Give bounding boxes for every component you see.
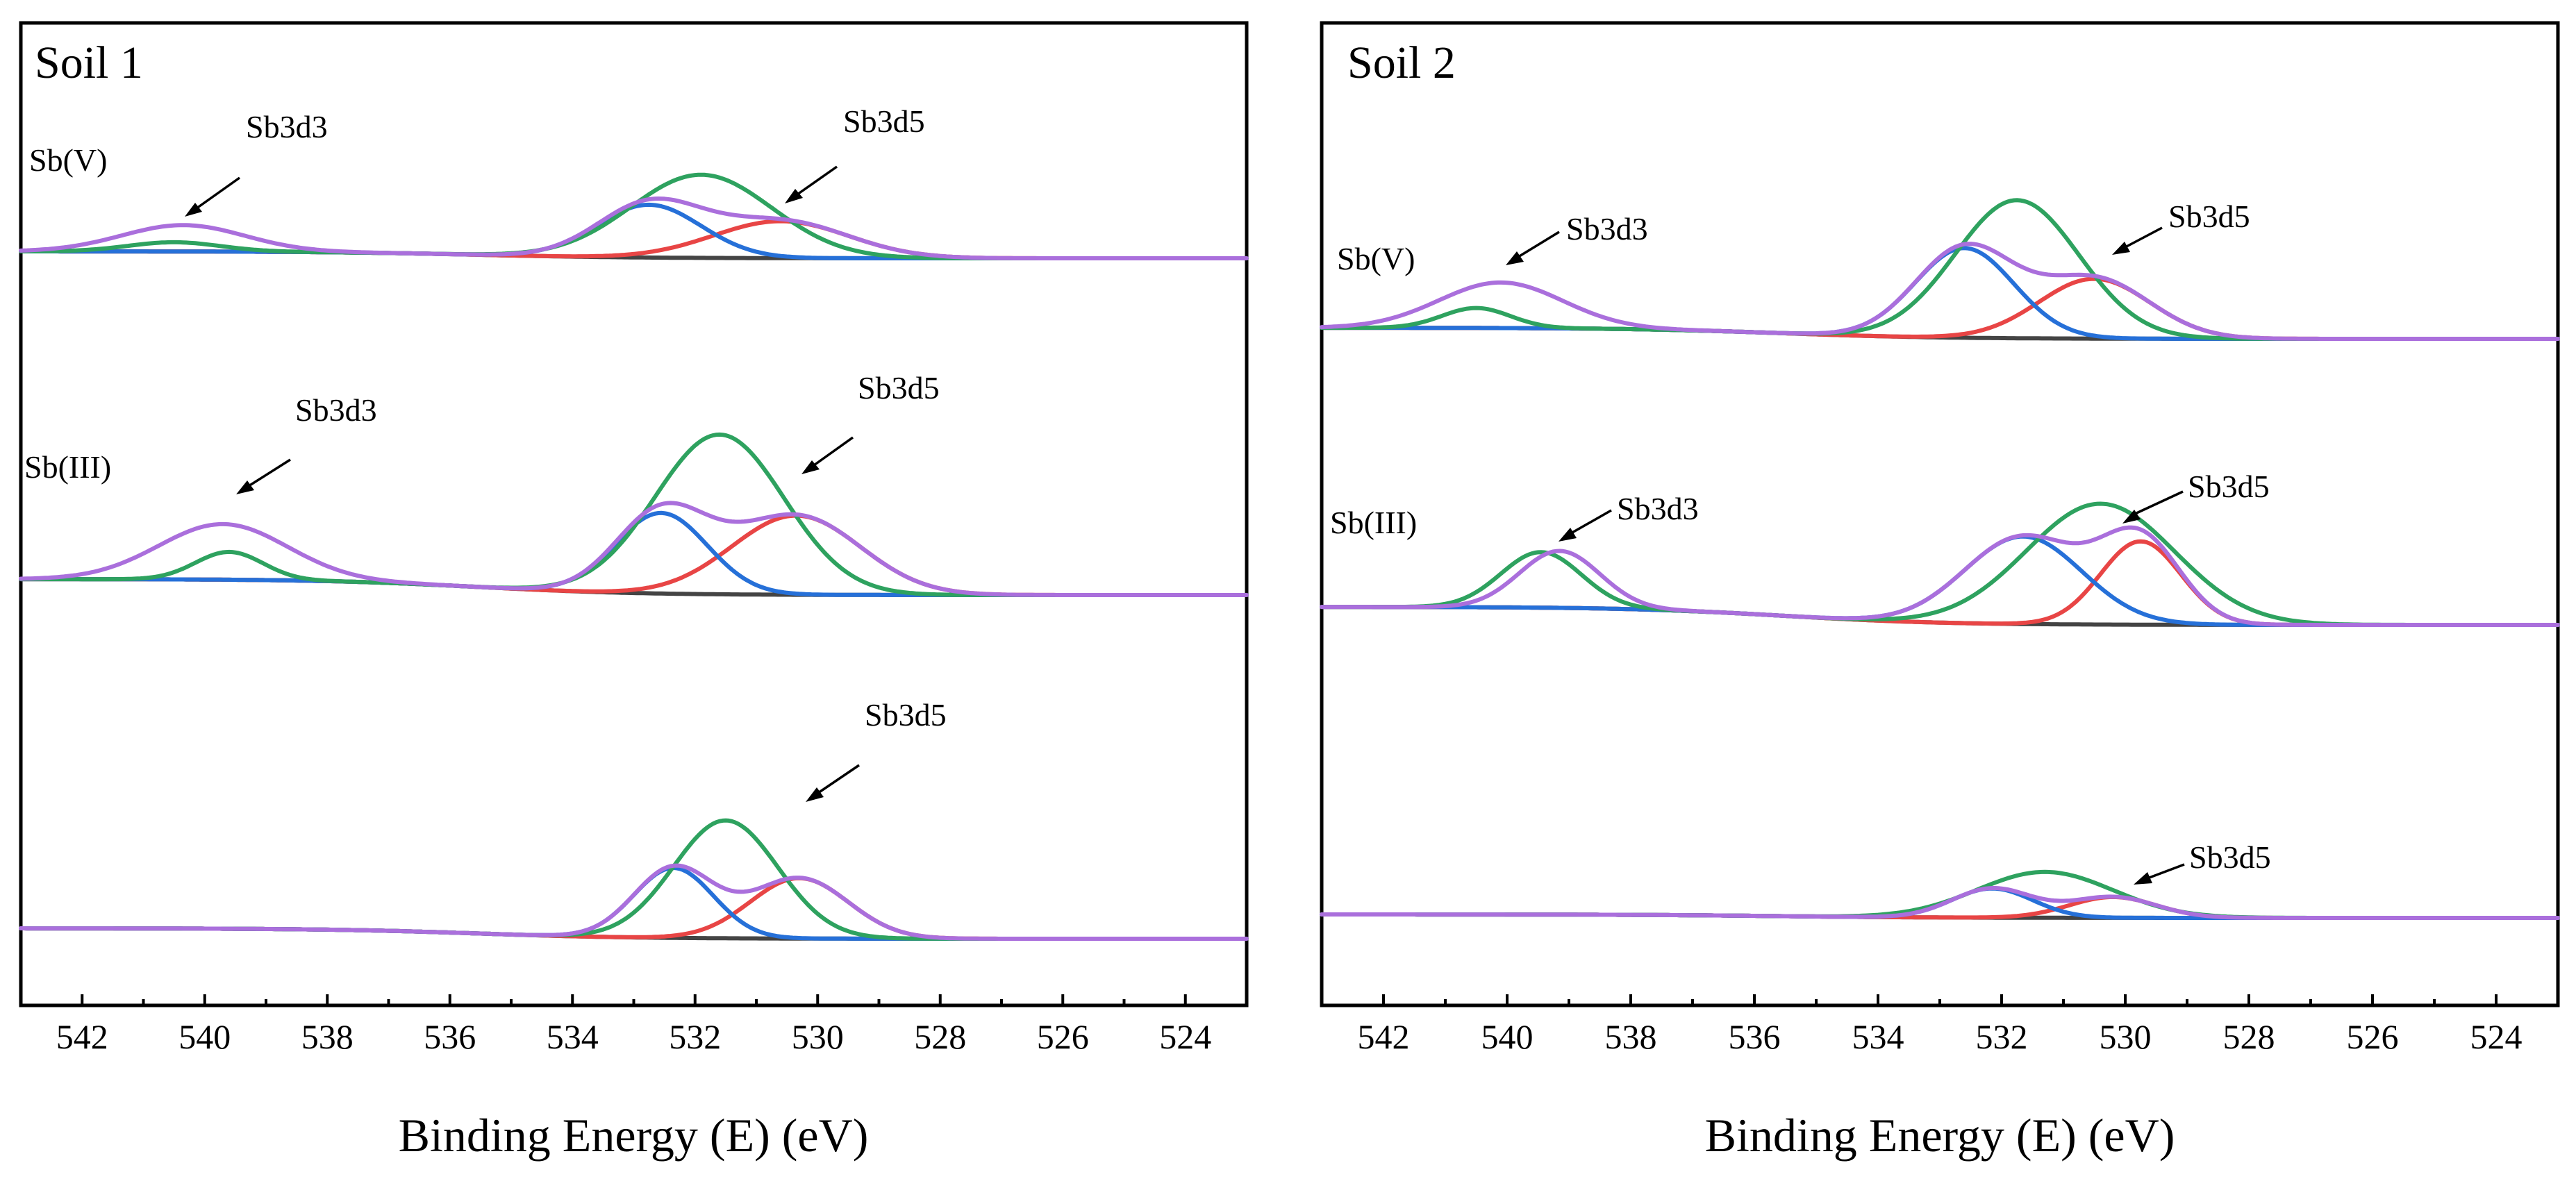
plot-frame: [1320, 21, 2560, 1007]
series-line-blue: [19, 202, 1249, 260]
annotation-arrow: [2125, 226, 2163, 249]
spectra: [1320, 198, 2560, 920]
spectra: [19, 172, 1249, 941]
x-tick-label: 538: [1605, 1017, 1657, 1056]
plot-frame: [19, 21, 1249, 1007]
x-tick-label: 532: [669, 1017, 721, 1056]
x-tick-label: 526: [2347, 1017, 2399, 1056]
series-line-purple: [1320, 242, 2560, 341]
x-tick-label: 526: [1037, 1017, 1089, 1056]
x-axis-label: Binding Energy (E) (eV): [1705, 1109, 2175, 1162]
x-tick-label: 534: [547, 1017, 599, 1056]
arrowhead: [236, 480, 254, 494]
annotation-arrow: [1518, 231, 1560, 258]
x-tick-label: 540: [1481, 1017, 1534, 1056]
annotation-label: Sb3d5: [843, 103, 925, 139]
annotation-arrow: [248, 458, 291, 487]
annotation-arrow: [796, 165, 838, 196]
x-tick-label: 542: [1358, 1017, 1410, 1056]
row-label: Sb(III): [1330, 505, 1417, 540]
annotation-label: Sb3d3: [246, 109, 328, 144]
tick-marks: 542 540 538 536 534 532 530 528 526 524: [1320, 994, 2559, 1056]
arrowhead: [1506, 251, 1524, 265]
series-line-purple: [1320, 525, 2560, 627]
row-label: Sb(III): [24, 449, 111, 485]
x-tick-label: 530: [792, 1017, 844, 1056]
series-line-green: [19, 172, 1249, 260]
arrowhead: [1559, 528, 1577, 542]
annotation-label: Sb3d5: [865, 697, 947, 733]
annotation-arrow: [2134, 490, 2184, 515]
row-label: Sb(V): [1337, 241, 1415, 276]
x-tick-label: 536: [424, 1017, 476, 1056]
series-line-green: [19, 432, 1249, 597]
x-tick-label: 524: [2470, 1017, 2523, 1056]
arrowhead: [2112, 242, 2130, 255]
series-line-purple: [19, 196, 1249, 260]
panel-title: Soil 1: [35, 37, 143, 88]
annotation-label: Sb3d5: [2189, 839, 2271, 875]
series-line-purple: [19, 501, 1249, 597]
panel-soil-2: Soil 2 542 540 538 536 534 532 530 528 526 524 Sb…: [1320, 21, 2560, 1162]
x-tick-label: 542: [56, 1017, 108, 1056]
series-line-purple: [19, 863, 1249, 941]
annotation-label: Sb3d5: [858, 370, 940, 405]
annotation-label: Sb3d3: [1566, 211, 1648, 246]
x-tick-label: 530: [2100, 1017, 2152, 1056]
x-tick-label: 528: [914, 1017, 966, 1056]
annotation-label: Sb3d5: [2188, 469, 2270, 504]
annotation-arrow: [817, 764, 860, 794]
annotation-arrow: [195, 176, 241, 210]
x-tick-label: 524: [1159, 1017, 1211, 1056]
x-tick-label: 538: [301, 1017, 354, 1056]
arrowhead: [801, 460, 820, 474]
x-axis-label: Binding Energy (E) (eV): [399, 1109, 869, 1162]
arrowhead: [2134, 872, 2152, 885]
series-line-green: [1320, 869, 2560, 920]
arrowhead: [785, 189, 803, 203]
arrowhead: [185, 203, 202, 217]
series-line-purple: [1320, 886, 2560, 920]
x-tick-label: 532: [1976, 1017, 2028, 1056]
series-line-green: [19, 818, 1249, 941]
annotation-label: Sb3d5: [2168, 199, 2250, 234]
x-tick-label: 528: [2223, 1017, 2275, 1056]
series-line-blue: [1320, 246, 2560, 341]
annotation-label: Sb3d3: [295, 392, 377, 428]
x-tick-label: 536: [1729, 1017, 1781, 1056]
series-line-green: [1320, 198, 2560, 341]
annotation-arrow: [2147, 863, 2185, 880]
annotation-arrow: [1570, 509, 1612, 535]
annotation-arrow: [813, 436, 854, 467]
tick-marks: 542 540 538 536 534 532 530 528 526 524: [19, 994, 1248, 1056]
arrowhead: [2122, 510, 2141, 524]
row-label: Sb(V): [29, 142, 107, 178]
x-tick-label: 534: [1852, 1017, 1904, 1056]
annotation-label: Sb3d3: [1617, 491, 1699, 526]
panel-soil-1: Soil 1 542 540 538 536 534 532 530 528 526 524 Sb…: [19, 21, 1249, 1162]
arrowhead: [806, 787, 824, 802]
x-tick-label: 540: [178, 1017, 231, 1056]
panel-title: Soil 2: [1347, 37, 1456, 88]
